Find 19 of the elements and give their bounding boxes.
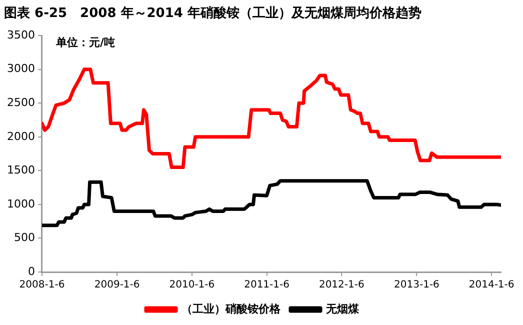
legend-label: （工业）硝酸铵价格	[182, 302, 282, 316]
x-tick-label: 2014-1-6	[468, 280, 514, 291]
y-tick-label: 500	[14, 231, 35, 244]
annotation: 单位：元/吨	[54, 36, 116, 49]
y-tick-label: 2500	[6, 96, 35, 109]
x-tick-label: 2009-1-6	[94, 280, 140, 291]
x-tick-label: 2013-1-6	[394, 280, 440, 291]
x-tick-label: 2008-1-6	[19, 280, 65, 291]
y-tick-label: 1500	[6, 164, 35, 177]
y-tick-label: 3000	[6, 62, 35, 76]
x-tick-label: 2011-1-6	[244, 280, 290, 291]
x-tick-label: 2010-1-6	[169, 280, 215, 291]
legend-label: 无烟煤	[325, 302, 360, 316]
y-tick-label: 0	[28, 264, 35, 278]
chart-title: 图表 6-25 2008 年～2014 年硝酸铵（工业）及无烟煤周均价格趋势	[4, 5, 422, 22]
y-tick-label: 2000	[6, 130, 35, 143]
y-tick-label: 3500	[6, 28, 35, 42]
x-tick-label: 2012-1-6	[318, 280, 364, 291]
y-tick-label: 1000	[6, 197, 35, 210]
